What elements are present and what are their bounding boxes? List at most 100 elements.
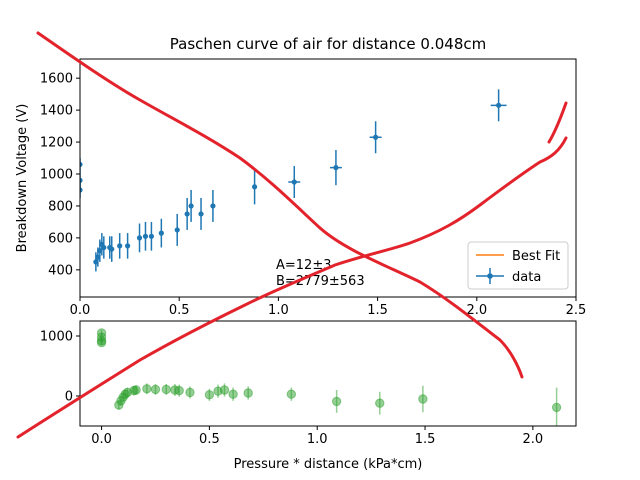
top-axis-ticks: 0.0 0.5 1.0 1.5 2.0 2.5 400 600 800 1000 1200 1400 1… [40,72,586,318]
data-point [174,213,180,246]
data-marker [210,203,216,209]
top-y-axis-label: Breakdown Voltage (V) [15,104,30,253]
residual-marker [185,387,195,398]
overlay-stroke-ascending [16,136,568,439]
top-x-tick-label: 2.5 [566,303,587,318]
data-marker [373,134,379,140]
data-point [117,233,123,259]
bottom-plot-area [96,328,562,426]
residual-point [131,385,141,395]
residual-marker [204,390,215,400]
data-point [101,236,107,259]
top-y-tick-label: 1400 [40,104,73,119]
residual-point [228,387,238,401]
residual-marker [131,385,141,395]
top-y-tick-label: 1600 [40,72,73,87]
data-marker [125,243,131,249]
bottom-chart: 0.0 0.5 1.0 1.5 2.0 0 1000 Pressure * distance… [40,320,577,472]
data-point [136,223,143,253]
overlay-strokes [16,31,568,439]
residual-marker [174,385,184,396]
top-x-tick-label: 0.0 [70,303,91,318]
bottom-y-tick-label: 0 [65,390,73,405]
data-marker [496,102,502,108]
top-chart-title: Paschen curve of air for distance 0.048c… [170,35,486,53]
residual-point [243,386,253,400]
data-marker [136,235,143,241]
top-x-tick-label: 1.0 [268,303,289,318]
top-chart: Paschen curve of air for distance 0.048c… [15,35,586,318]
data-marker [333,165,339,171]
data-point [80,158,83,171]
data-point [109,236,115,262]
top-y-tick-label: 400 [48,263,73,278]
data-marker [291,179,297,185]
residual-marker [375,398,385,408]
residual-point [286,387,297,401]
data-marker [158,230,164,236]
data-marker [188,203,194,209]
data-marker [184,211,190,217]
top-plot-area [80,89,507,272]
bottom-x-tick-label: 2.0 [523,432,544,447]
data-marker [117,243,123,249]
data-marker [109,246,115,252]
residual-marker [551,402,562,413]
data-point [184,197,190,230]
residual-marker [219,385,230,395]
data-point [158,218,164,248]
bottom-x-tick-label: 0.5 [199,432,220,447]
residual-point [150,384,161,395]
residual-point [375,391,385,415]
top-x-tick-label: 2.0 [466,303,487,318]
data-point [288,166,301,198]
residual-point [185,386,195,399]
bottom-axis-ticks: 0.0 0.5 1.0 1.5 2.0 0 1000 [40,330,543,448]
data-marker [142,233,149,239]
top-x-tick-label: 0.5 [169,303,190,318]
residual-marker [142,384,152,394]
residual-point [551,387,562,426]
data-marker [80,177,83,183]
residual-point [174,384,184,397]
overlay-stroke-tail [547,101,568,144]
residual-marker [228,389,238,399]
data-point [251,169,258,205]
residual-marker [243,388,253,398]
top-y-tick-label: 1000 [40,168,73,183]
residual-marker [150,384,161,395]
residual-point [204,388,215,401]
data-point [188,189,194,222]
residual-marker [161,384,171,395]
legend-label-data: data [512,270,541,285]
data-marker [101,244,107,251]
bottom-x-tick-label: 1.5 [415,432,436,447]
data-marker [80,187,83,193]
data-point [142,221,149,251]
top-y-tick-label: 1200 [40,136,73,151]
data-marker [251,184,258,190]
bottom-x-tick-label: 0.0 [91,432,112,447]
data-point [148,221,155,251]
legend-label-best-fit: Best Fit [512,249,560,264]
overlay-stroke-descending [36,31,524,379]
data-marker [80,161,83,168]
data-marker [174,227,180,233]
legend-swatch-data [476,268,504,284]
residual-point [142,383,152,395]
residual-point [418,385,428,413]
data-point [210,189,216,222]
residual-point [96,337,107,348]
residual-point [331,390,342,413]
data-point [80,181,83,198]
bottom-y-tick-label: 1000 [40,330,73,345]
data-point [80,170,83,190]
top-x-tick-label: 1.5 [367,303,388,318]
bottom-x-axis-label: Pressure * distance (kPa*cm) [234,457,423,472]
data-point [490,89,507,122]
bottom-plot-frame [79,320,577,427]
data-point [369,121,382,154]
top-y-tick-label: 800 [48,199,73,214]
residual-marker [96,337,107,348]
